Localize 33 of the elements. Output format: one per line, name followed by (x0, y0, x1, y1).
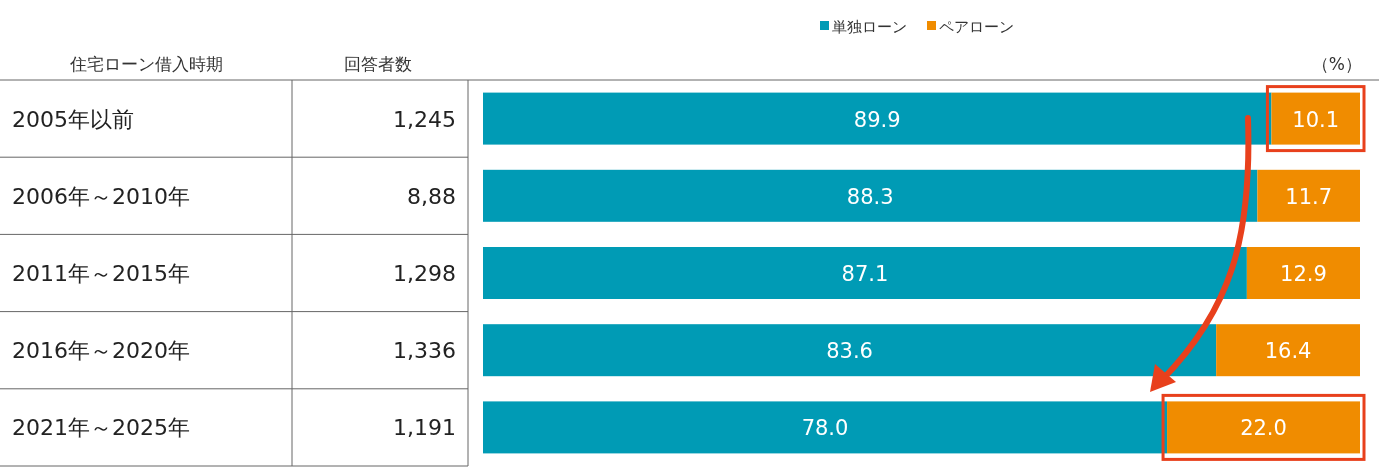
bar (483, 324, 1217, 377)
bar (1257, 169, 1360, 222)
y-tick-label: 2006年～2010年 (12, 183, 190, 209)
data-label: 16.4 (1264, 339, 1312, 364)
bar (483, 169, 1258, 222)
y2-axis-title: 回答者数 (344, 54, 412, 74)
data-label: 88.3 (846, 184, 894, 209)
y-tick-label: 2016年～2020年 (12, 338, 190, 364)
data-label: 10.1 (1292, 107, 1340, 132)
y2-tick-label: 1,245 (393, 106, 456, 132)
data-label: 78.0 (801, 416, 849, 441)
bar (1216, 324, 1360, 377)
y-axis-title: 住宅ローン借入時期 (68, 54, 223, 74)
bar (1246, 247, 1360, 299)
data-label: 11.7 (1285, 184, 1333, 209)
y-tick-label: 2011年～2015年 (12, 261, 190, 286)
y2-tick-label: 1,336 (393, 338, 456, 364)
data-label: 12.9 (1280, 262, 1327, 286)
data-label: 89.9 (853, 107, 901, 132)
data-label: 22.0 (1240, 416, 1287, 441)
data-label: 83.6 (826, 339, 873, 364)
bar (483, 247, 1247, 299)
legend-label: 単独ローン (832, 18, 907, 36)
text: （%） (1311, 54, 1362, 74)
bar (483, 92, 1272, 145)
y-tick-label: 2021年～2025年 (12, 415, 190, 441)
y2-tick-label: 8,88 (407, 183, 456, 209)
y2-tick-label: 1,191 (393, 415, 456, 441)
legend-label: ペアローン (939, 18, 1014, 36)
y2-tick-label: 1,298 (393, 261, 456, 286)
y-tick-label: 2005年以前 (12, 106, 134, 132)
bar (483, 401, 1168, 454)
data-label: 87.1 (841, 262, 889, 286)
